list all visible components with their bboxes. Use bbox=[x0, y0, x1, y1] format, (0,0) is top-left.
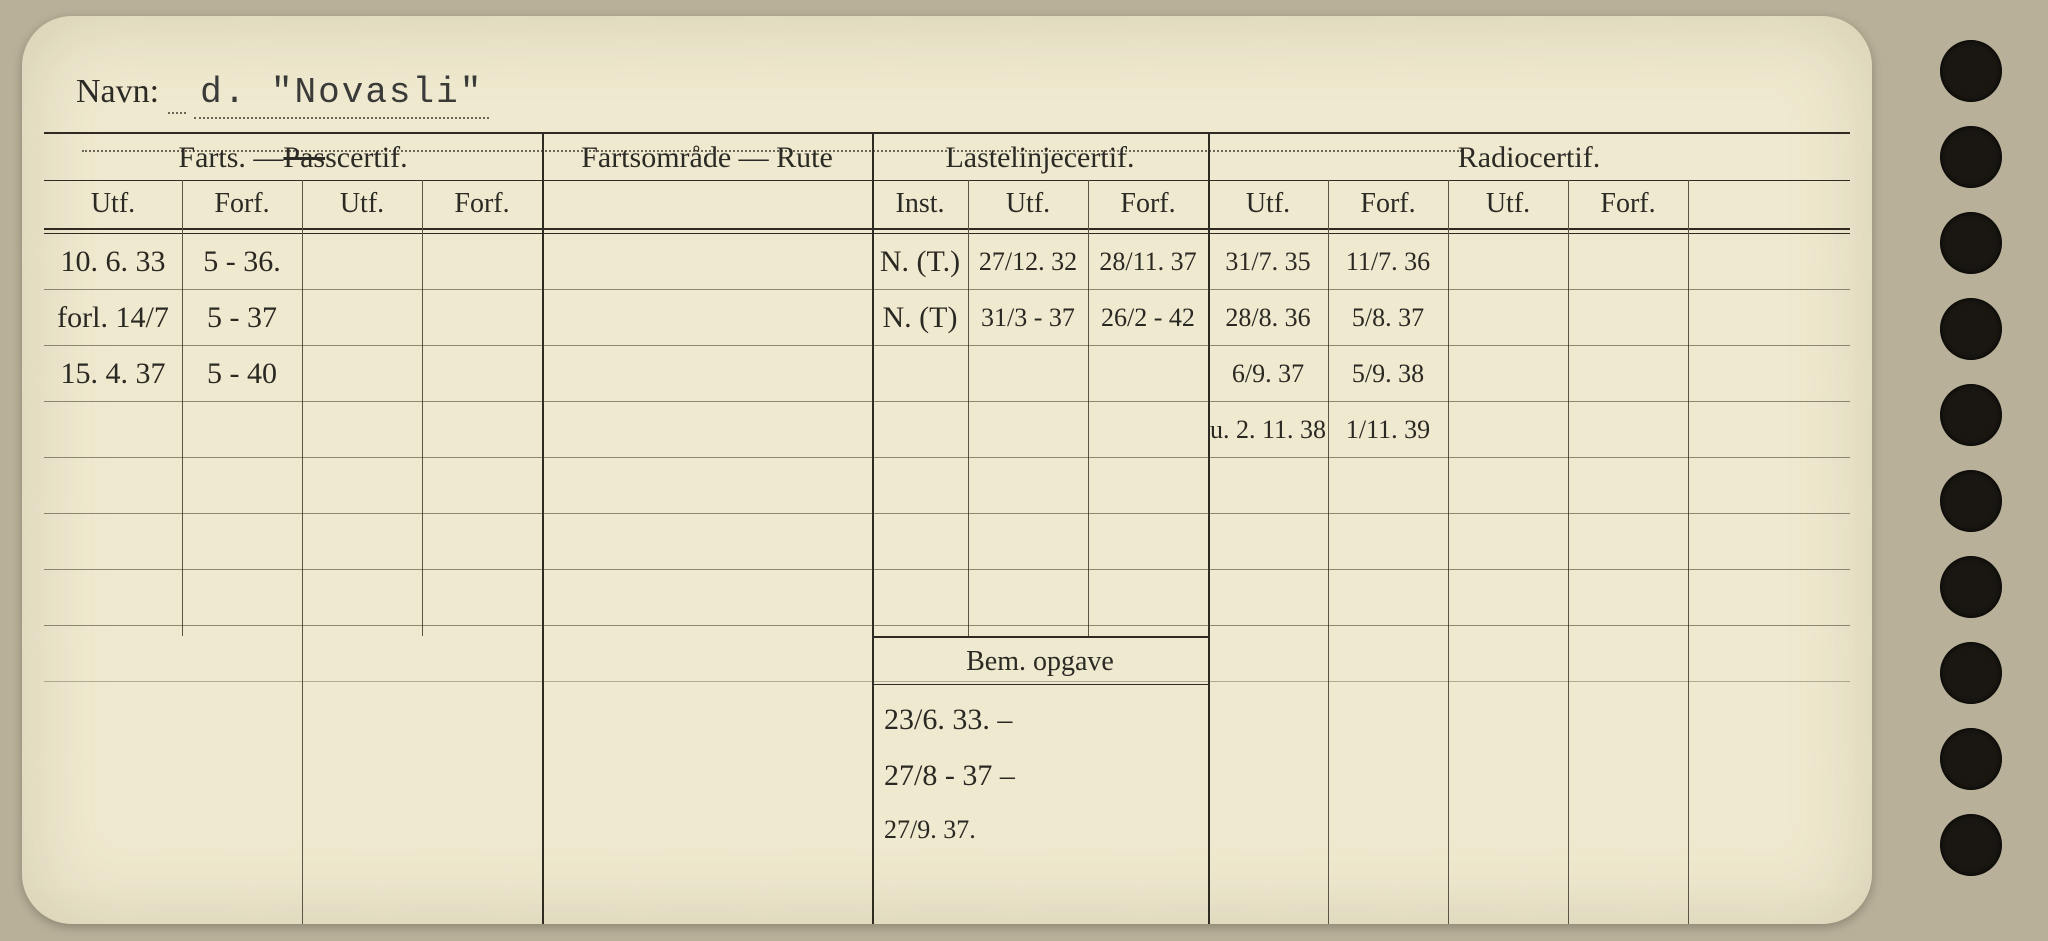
group-farts-pre: Farts. — bbox=[178, 141, 283, 175]
punch-hole bbox=[1940, 814, 2002, 876]
table-row bbox=[44, 514, 1850, 570]
index-card: Navn: d. "Novasli" Farts. — Pas scertif.… bbox=[22, 16, 1872, 924]
table-row: u. 2. 11. 381/11. 39 bbox=[44, 402, 1850, 458]
bem-entry: 27/8 - 37 – bbox=[884, 748, 1204, 804]
bem-border-top bbox=[872, 636, 1208, 638]
punch-hole bbox=[1940, 384, 2002, 446]
farts-utf: 15. 4. 37 bbox=[44, 346, 182, 402]
radio-utf: 31/7. 35 bbox=[1208, 234, 1328, 290]
group-farts: Farts. — Pas scertif. bbox=[44, 136, 542, 180]
group-rute: Fartsområde — Rute bbox=[542, 136, 872, 180]
punch-hole bbox=[1940, 556, 2002, 618]
bem-border-mid bbox=[872, 684, 1208, 685]
sub-farts-forf1: Forf. bbox=[182, 180, 302, 228]
radio-utf: 28/8. 36 bbox=[1208, 290, 1328, 346]
sub-laste-utf: Utf. bbox=[968, 180, 1088, 228]
navn-label: Navn: bbox=[76, 73, 159, 110]
laste-forf: 28/11. 37 bbox=[1088, 234, 1208, 290]
punch-hole bbox=[1940, 642, 2002, 704]
group-farts-post: scertif. bbox=[325, 141, 407, 175]
group-farts-struck: Pas bbox=[283, 141, 325, 175]
punch-hole bbox=[1940, 728, 2002, 790]
table-row bbox=[44, 458, 1850, 514]
laste-inst: N. (T.) bbox=[872, 234, 968, 290]
farts-utf: 10. 6. 33 bbox=[44, 234, 182, 290]
radio-utf: u. 2. 11. 38 bbox=[1208, 402, 1328, 458]
sub-radio-forf2: Forf. bbox=[1568, 180, 1688, 228]
rule-top bbox=[44, 132, 1850, 134]
farts-forf: 5 - 37 bbox=[182, 290, 302, 346]
radio-utf: 6/9. 37 bbox=[1208, 346, 1328, 402]
punch-hole bbox=[1940, 40, 2002, 102]
table-row bbox=[44, 570, 1850, 626]
farts-forf: 5 - 36. bbox=[182, 234, 302, 290]
sub-radio-utf2: Utf. bbox=[1448, 180, 1568, 228]
punch-hole bbox=[1940, 298, 2002, 360]
sub-radio-forf1: Forf. bbox=[1328, 180, 1448, 228]
group-radio: Radiocertif. bbox=[1208, 136, 1850, 180]
sub-farts-utf2: Utf. bbox=[302, 180, 422, 228]
radio-forf: 11/7. 36 bbox=[1328, 234, 1448, 290]
laste-utf: 31/3 - 37 bbox=[968, 290, 1088, 346]
table-row: 15. 4. 375 - 40 6/9. 375/9. 38 bbox=[44, 346, 1850, 402]
radio-forf: 5/9. 38 bbox=[1328, 346, 1448, 402]
group-laste: Lastelinjecertif. bbox=[872, 136, 1208, 180]
table-row: forl. 14/75 - 37 N. (T)31/3 - 3726/2 - 42… bbox=[44, 290, 1850, 346]
sub-laste-inst: Inst. bbox=[872, 180, 968, 228]
sub-farts-forf2: Forf. bbox=[422, 180, 542, 228]
punch-hole bbox=[1940, 212, 2002, 274]
laste-utf: 27/12. 32 bbox=[968, 234, 1088, 290]
bem-header: Bem. opgave bbox=[872, 640, 1208, 684]
punch-hole bbox=[1940, 126, 2002, 188]
laste-inst: N. (T) bbox=[872, 290, 968, 346]
table-row: 10. 6. 335 - 36. N. (T.)27/12. 3228/11. 3… bbox=[44, 234, 1850, 290]
radio-forf: 5/8. 37 bbox=[1328, 290, 1448, 346]
bem-entry: 23/6. 33. – bbox=[884, 692, 1204, 748]
sub-farts-utf1: Utf. bbox=[44, 180, 182, 228]
sub-laste-forf: Forf. bbox=[1088, 180, 1208, 228]
radio-forf: 1/11. 39 bbox=[1328, 402, 1448, 458]
punch-strip bbox=[1872, 0, 2048, 941]
sub-radio-utf1: Utf. bbox=[1208, 180, 1328, 228]
farts-forf: 5 - 40 bbox=[182, 346, 302, 402]
bem-entry: 27/9. 37. bbox=[884, 802, 1204, 858]
laste-forf: 26/2 - 42 bbox=[1088, 290, 1208, 346]
navn-value: d. "Novasli" bbox=[194, 72, 489, 119]
farts-utf: forl. 14/7 bbox=[44, 290, 182, 346]
punch-hole bbox=[1940, 470, 2002, 532]
